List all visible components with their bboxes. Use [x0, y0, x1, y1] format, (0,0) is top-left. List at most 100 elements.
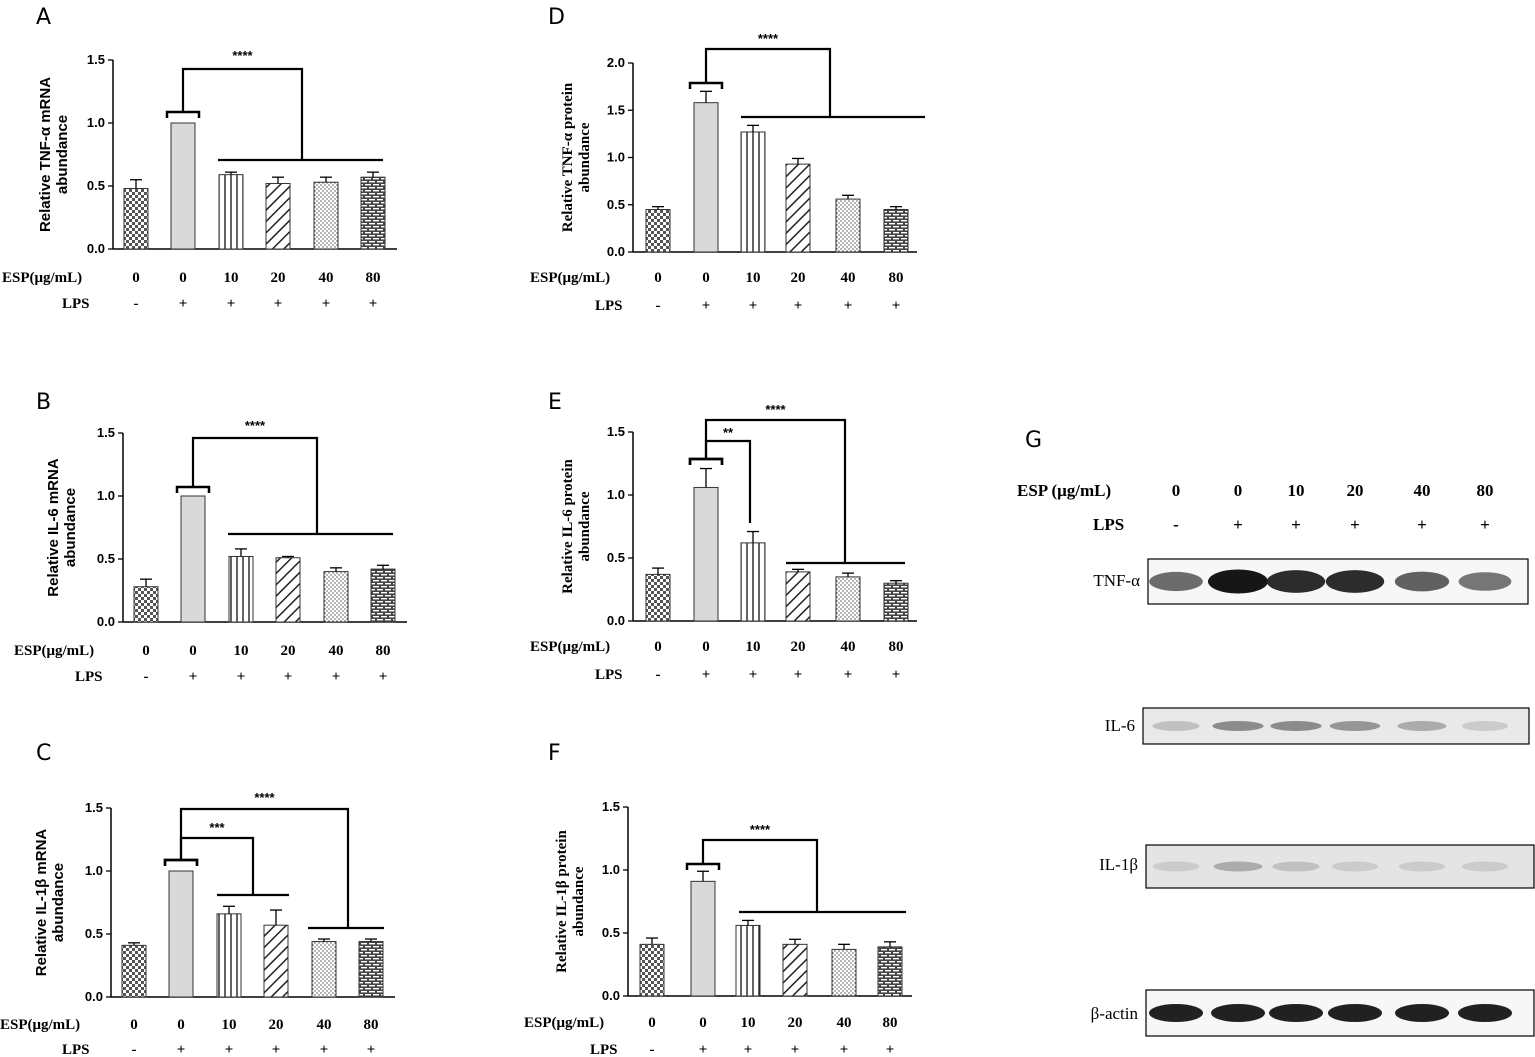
blot-band	[1458, 1004, 1512, 1022]
significance-bracket: ****	[685, 822, 906, 914]
lps-value: +	[699, 1042, 708, 1057]
esp-row-label: ESP(μg/mL)	[2, 270, 82, 286]
blot-band	[1329, 721, 1381, 731]
bar	[690, 880, 716, 997]
panel-letter-g: G	[1025, 428, 1042, 453]
lps-row: LPS - + + + + +	[62, 296, 377, 312]
lps-value: +	[844, 667, 853, 683]
esp-value: 0	[142, 643, 150, 659]
panel-letter-b: B	[36, 390, 51, 415]
y-tick-label: 0.0	[97, 614, 115, 629]
blot-band	[1461, 721, 1509, 731]
panel-letter-d: D	[548, 5, 565, 30]
esp-row: ESP(μg/mL) 0 0 10 20 40 80	[530, 639, 904, 655]
y-tick-label: 1.0	[607, 150, 625, 165]
y-axis-label-line: Relative IL-6 protein	[560, 458, 576, 593]
y-tick-label: 2.0	[607, 55, 625, 70]
esp-value: 80	[889, 270, 904, 286]
significance-bracket: ****	[163, 790, 384, 930]
esp-row: ESP(μg/mL) 0 0 10 20 40 80	[2, 270, 381, 286]
bracket-line	[701, 838, 819, 912]
y-axis-label: Relative IL-6 mRNA abundance	[45, 458, 79, 597]
blot-band-label: β-actin	[1091, 1004, 1139, 1023]
bar	[360, 176, 386, 250]
chart-c: 0.0 0.5 1.0 1.5 Relative IL-1β mRNA abundance…	[0, 790, 395, 1057]
esp-value: 40	[841, 639, 856, 655]
blot-band	[1149, 571, 1203, 592]
significance-label: ****	[254, 790, 275, 805]
blot-lps-value: +	[1291, 515, 1301, 534]
lps-value: +	[844, 298, 853, 314]
y-axis-label-line: Relative IL-1β mRNA	[33, 829, 50, 977]
lps-value: -	[656, 298, 661, 314]
lps-value: +	[189, 669, 198, 685]
blot-band	[1152, 861, 1200, 872]
panel-letter-f: F	[548, 741, 561, 766]
blot-row: IL-6	[1105, 707, 1530, 745]
y-tick-label: 0.0	[85, 989, 103, 1004]
esp-value: 20	[788, 1015, 803, 1031]
lps-value: +	[749, 298, 758, 314]
esp-value: 10	[234, 643, 249, 659]
blot-band	[1208, 569, 1268, 594]
blot-esp-value: 40	[1414, 481, 1431, 500]
lps-value: +	[367, 1042, 376, 1057]
lps-value: +	[284, 669, 293, 685]
esp-value: 20	[271, 270, 286, 286]
significance-bracket: ****	[688, 31, 925, 119]
lps-value: +	[179, 296, 188, 312]
blot-band-label: IL-6	[1105, 716, 1135, 735]
bar	[883, 582, 909, 622]
blot-band	[1266, 570, 1326, 593]
lps-value: +	[320, 1042, 329, 1057]
bar	[121, 944, 147, 998]
lps-row: LPS - + + + + +	[75, 669, 387, 685]
y-axis-label-line: abundance	[577, 491, 593, 561]
chart-d: 0.0 0.5 1.0 1.5 2.0 Relative TNF-α protein abu…	[530, 31, 925, 314]
lps-value: +	[886, 1042, 895, 1057]
esp-value: 0	[699, 1015, 707, 1031]
bar	[218, 174, 244, 250]
lps-value: -	[144, 669, 149, 685]
lps-value: +	[272, 1042, 281, 1057]
blot-band	[1212, 721, 1264, 731]
blot-row: β-actin	[1091, 989, 1535, 1037]
lps-value: +	[702, 298, 711, 314]
bar	[645, 573, 671, 622]
bracket-line	[179, 807, 350, 928]
significance-label: ****	[245, 418, 266, 433]
y-tick-label: 1.5	[97, 425, 115, 440]
esp-row-label: ESP(μg/mL)	[14, 643, 94, 659]
esp-value: 20	[791, 270, 806, 286]
blot-band-label: TNF-α	[1093, 571, 1140, 590]
y-axis-label-line: abundance	[577, 122, 593, 192]
esp-value: 40	[329, 643, 344, 659]
lps-value: +	[892, 667, 901, 683]
lps-value: +	[237, 669, 246, 685]
esp-value: 40	[319, 270, 334, 286]
y-tick-label: 0.5	[607, 197, 625, 212]
lps-value: +	[227, 296, 236, 312]
blot-band	[1398, 861, 1446, 872]
esp-row: ESP(μg/mL) 0 0 10 20 40 80	[14, 643, 391, 659]
y-tick-label: 1.0	[602, 862, 620, 877]
significance-label: ****	[765, 402, 786, 417]
esp-value: 80	[366, 270, 381, 286]
blot-band	[1397, 721, 1447, 731]
y-tick-label: 1.0	[85, 863, 103, 878]
y-tick-label: 1.5	[602, 799, 620, 814]
blot-band	[1458, 572, 1512, 591]
esp-value: 10	[222, 1017, 237, 1033]
y-axis-label: Relative IL-1β mRNA abundance	[33, 829, 67, 977]
y-axis-label-line: abundance	[62, 488, 79, 567]
bracket-line	[181, 67, 304, 160]
blot-band	[1270, 721, 1322, 731]
lps-value: +	[794, 298, 803, 314]
lps-row: LPS - + + + + +	[590, 1042, 894, 1057]
y-tick-label: 0.5	[87, 178, 105, 193]
esp-value: 0	[179, 270, 187, 286]
significance-label: ****	[758, 31, 779, 46]
bar	[782, 943, 808, 997]
